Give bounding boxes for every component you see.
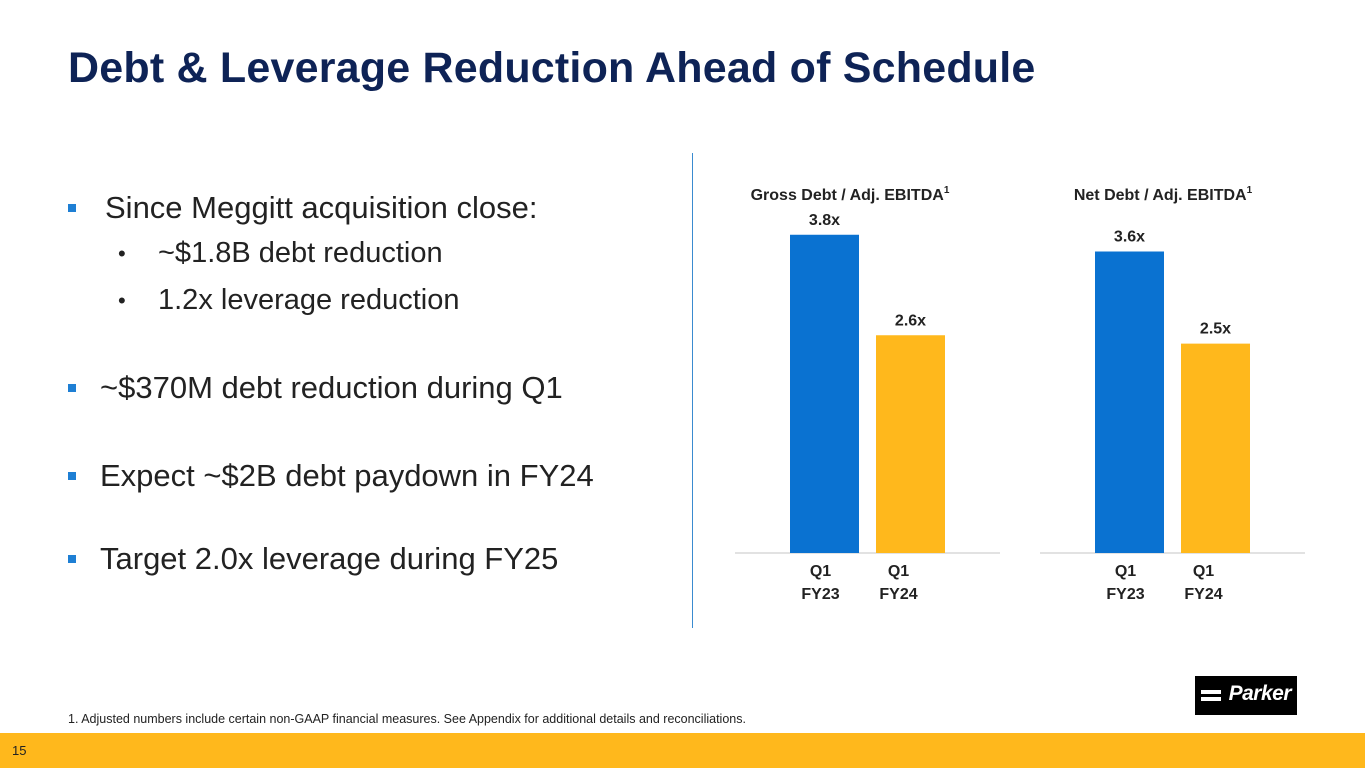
category-label: FY24 <box>1184 586 1222 603</box>
bar <box>1095 251 1164 553</box>
bar <box>790 234 859 553</box>
chart-title-superscript: 1 <box>944 185 950 196</box>
category-label: Q1 <box>1115 563 1136 580</box>
category-label: FY23 <box>801 586 839 603</box>
square-bullet-icon <box>68 204 76 212</box>
dot-bullet-icon: • <box>118 288 126 313</box>
bullet-text: Since Meggitt acquisition close: <box>105 190 538 225</box>
vertical-divider <box>692 153 693 628</box>
bar <box>876 335 945 553</box>
chart-title: Net Debt / Adj. EBITDA1 <box>1074 185 1253 204</box>
bar <box>1181 343 1250 553</box>
data-label: 2.6x <box>895 312 926 329</box>
category-label: Q1 <box>888 563 909 580</box>
square-bullet-icon <box>68 555 76 563</box>
chart-title-text: Gross Debt / Adj. EBITDA <box>751 187 945 204</box>
dot-bullet-icon: • <box>118 241 126 266</box>
parker-logo: Parker <box>1195 676 1297 715</box>
logo-stripe <box>1201 690 1221 694</box>
bullet-text: Target 2.0x leverage during FY25 <box>100 541 559 576</box>
category-label: Q1 <box>810 563 831 580</box>
bullet-text: ~$370M debt reduction during Q1 <box>100 370 563 405</box>
category-label: FY24 <box>879 586 917 603</box>
footnote: 1. Adjusted numbers include certain non-… <box>68 712 746 726</box>
logo-text: Parker <box>1228 682 1292 705</box>
leverage-charts: Gross Debt / Adj. EBITDA13.8xQ1FY232.6xQ… <box>735 185 1305 603</box>
data-label: 2.5x <box>1200 321 1231 338</box>
category-label: Q1 <box>1193 563 1214 580</box>
sub-bullet-text: ~$1.8B debt reduction <box>158 237 443 269</box>
bullet-text: Expect ~$2B debt paydown in FY24 <box>100 458 594 493</box>
category-label: FY23 <box>1106 586 1144 603</box>
square-bullet-icon <box>68 384 76 392</box>
bullet-list: Since Meggitt acquisition close: • ~$1.8… <box>68 0 678 768</box>
data-label: 3.8x <box>809 212 840 229</box>
chart-title: Gross Debt / Adj. EBITDA1 <box>751 185 950 204</box>
footer-bar: 15 <box>0 733 1365 768</box>
square-bullet-icon <box>68 472 76 480</box>
sub-bullet-text: 1.2x leverage reduction <box>158 284 460 316</box>
logo-stripe <box>1201 697 1221 701</box>
page-title: Debt & Leverage Reduction Ahead of Sched… <box>68 44 1036 92</box>
chart-title-text: Net Debt / Adj. EBITDA <box>1074 187 1247 204</box>
data-label: 3.6x <box>1114 229 1145 246</box>
page-number: 15 <box>12 743 27 758</box>
chart-title-superscript: 1 <box>1247 185 1253 196</box>
